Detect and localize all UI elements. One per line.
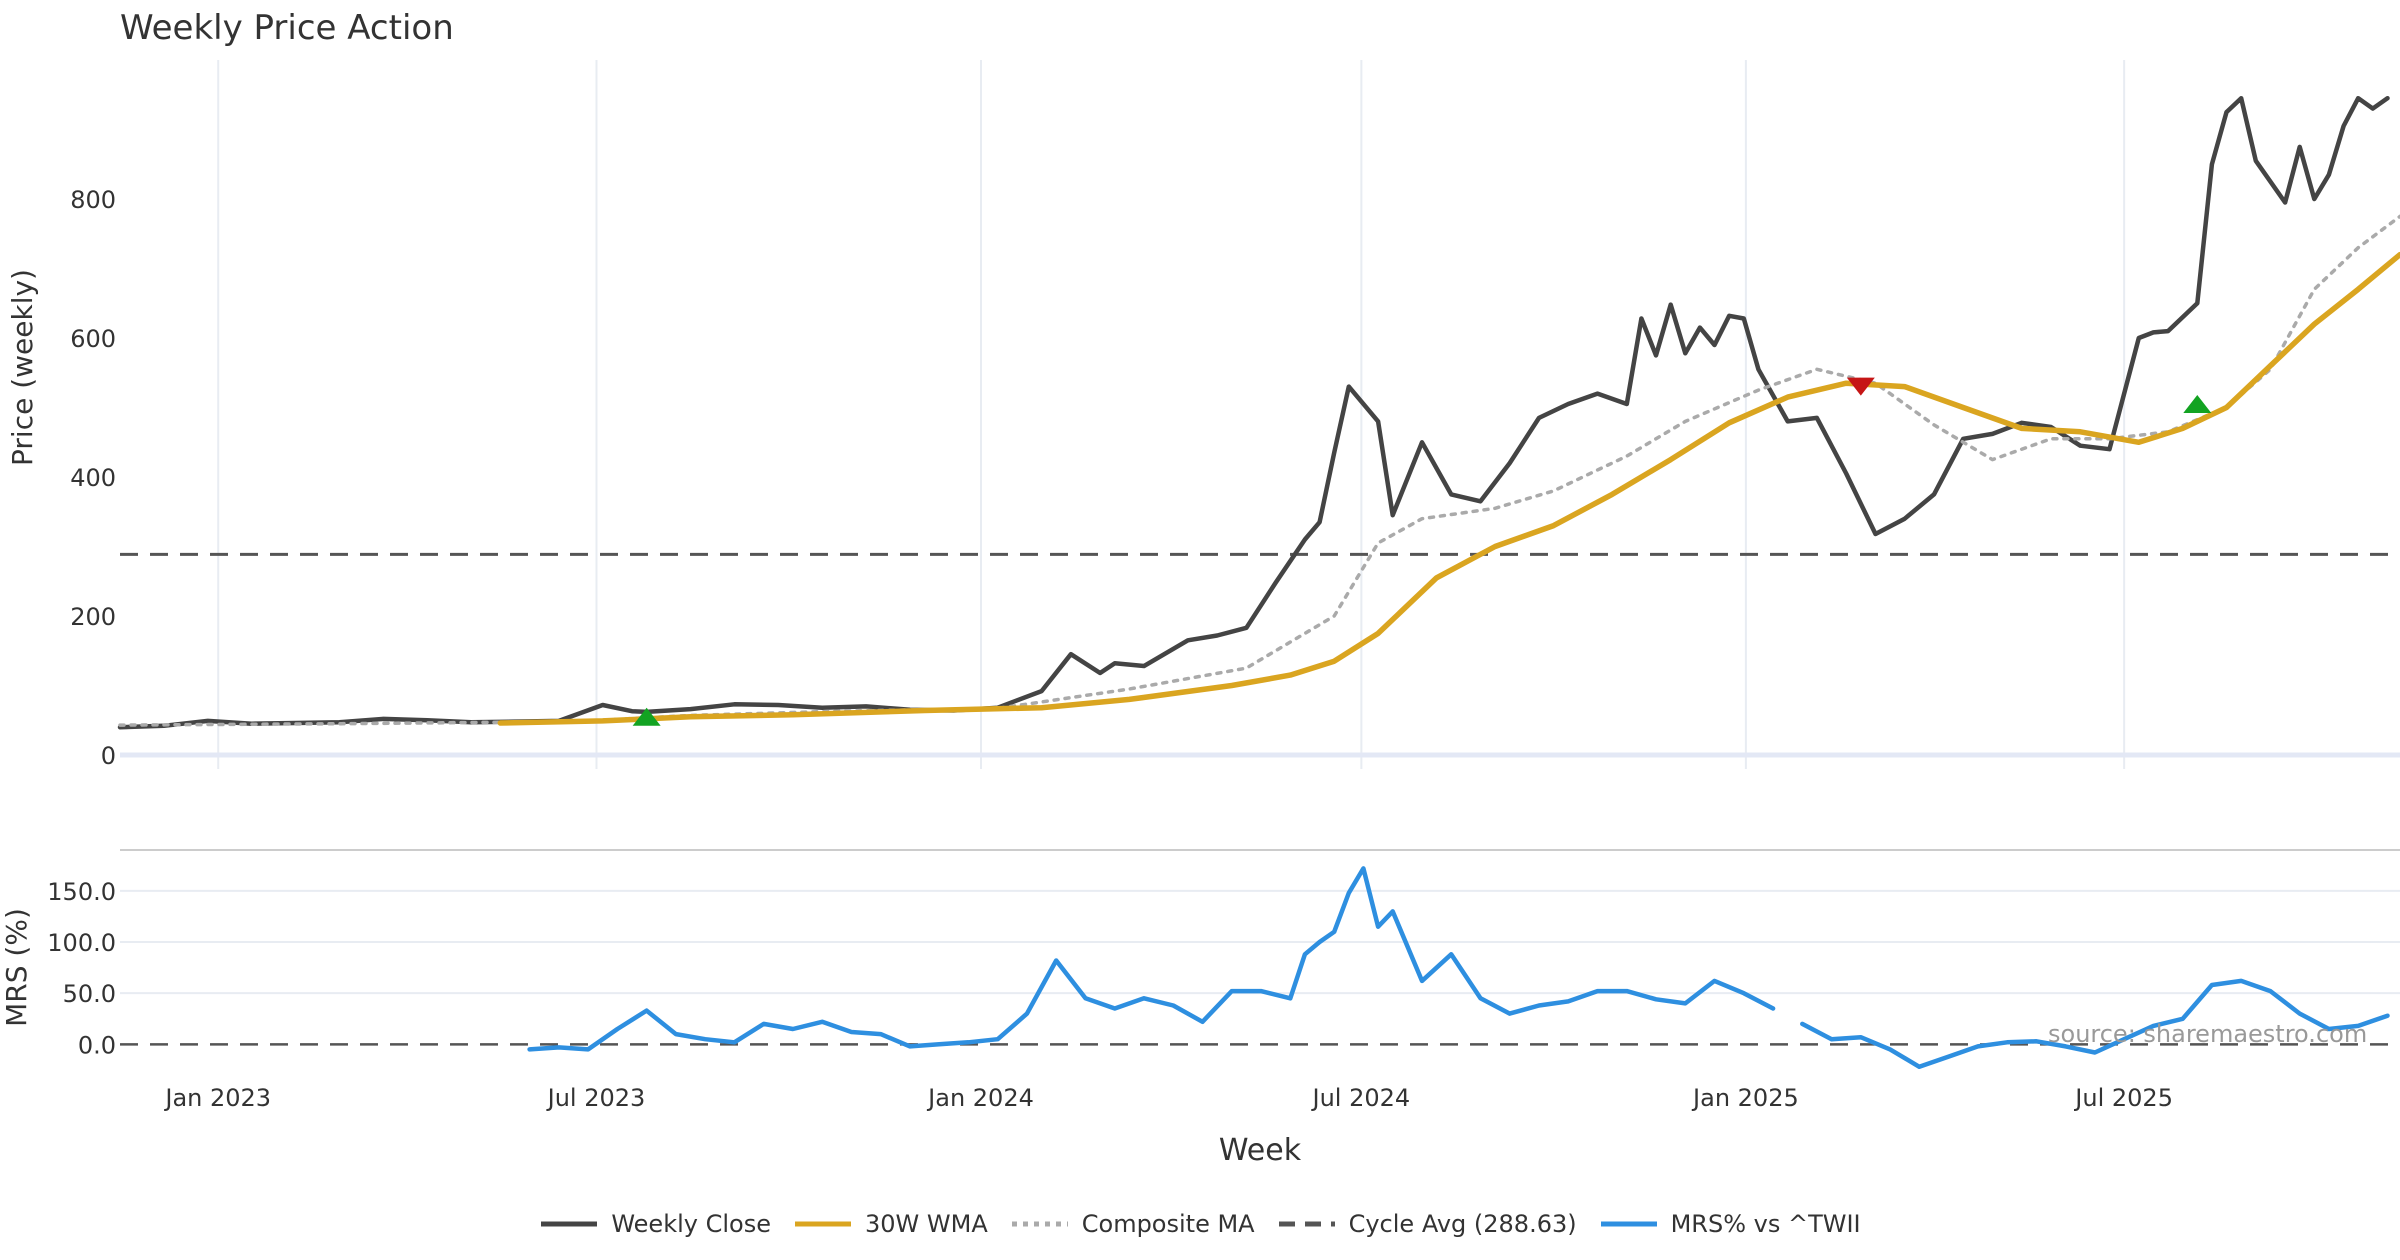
x-tick-label: Jul 2024	[1311, 1084, 1411, 1112]
weekly-close-line	[117, 95, 2390, 730]
source-note: source: sharemaestro.com	[2048, 1020, 2368, 1048]
mrs-y-tick-label: 150.0	[47, 878, 116, 906]
legend-item: Cycle Avg (288.63)	[1277, 1210, 1577, 1238]
mrs-y-tick-label: 100.0	[47, 929, 116, 957]
mrs-line-segment	[1800, 978, 2390, 1070]
legend-item: Weekly Close	[539, 1210, 771, 1238]
legend-label: Weekly Close	[611, 1210, 771, 1238]
price-y-axis-label: Price (weekly)	[6, 269, 39, 466]
legend-item: MRS% vs ^TWII	[1599, 1210, 1861, 1238]
chart-canvas: 0 200 400 800 600 Price (weekly) 0.0 50.0 100.0…	[0, 60, 2400, 1168]
legend-label: Composite MA	[1081, 1210, 1255, 1238]
composite-ma-line	[118, 214, 2400, 727]
x-tick-label: Jan 2024	[926, 1084, 1034, 1112]
chart-title: Weekly Price Action	[120, 8, 454, 48]
buy-signal-marker	[632, 707, 661, 726]
price-series-group	[117, 95, 2400, 730]
mrs-y-axis-label: MRS (%)	[0, 908, 33, 1027]
buy-signal-marker	[2183, 395, 2212, 414]
legend-item: Composite MA	[1010, 1210, 1255, 1238]
mrs-y-tick-label: 50.0	[63, 980, 116, 1008]
legend-swatch	[1011, 1221, 1068, 1227]
x-tick-label: Jan 2025	[1691, 1084, 1799, 1112]
mrs-series-group	[120, 866, 2400, 1070]
30w-wma-line	[497, 251, 2400, 726]
mrs-line-segment	[527, 866, 1776, 1052]
x-tick-label: Jul 2023	[546, 1084, 646, 1112]
price-y-tick-label: 200	[70, 603, 116, 631]
legend-swatch	[541, 1221, 598, 1227]
price-y-tick-label: 800	[70, 186, 116, 214]
mrs-axes: 0.0 50.0 100.0 150.0 MRS (%) Jan 2023 Jul 2023…	[0, 878, 2173, 1168]
x-tick-label: Jul 2025	[2073, 1084, 2173, 1112]
legend-label: MRS% vs ^TWII	[1670, 1210, 1861, 1238]
legend-swatch	[794, 1221, 851, 1227]
x-tick-label: Jan 2023	[163, 1084, 271, 1112]
price-y-tick-label: 0	[101, 742, 116, 770]
sell-signal-marker	[1846, 377, 1875, 396]
price-y-tick-label: 400	[70, 464, 116, 492]
legend-label: Cycle Avg (288.63)	[1348, 1210, 1577, 1238]
mrs-grid	[120, 849, 2400, 995]
chart-legend: Weekly Close 30W WMA Composite MA Cycle Avg…	[0, 1210, 2400, 1238]
price-grid	[120, 60, 2400, 769]
legend-label: 30W WMA	[864, 1210, 988, 1238]
legend-swatch	[1600, 1221, 1657, 1227]
legend-swatch	[1278, 1221, 1335, 1227]
price-axes: 0 200 400 800 600 Price (weekly)	[6, 186, 116, 770]
price-y-tick-label: 600	[70, 325, 116, 353]
legend-item: 30W WMA	[793, 1210, 988, 1238]
x-axis-label: Week	[1219, 1133, 1302, 1168]
mrs-y-tick-label: 0.0	[78, 1031, 116, 1059]
